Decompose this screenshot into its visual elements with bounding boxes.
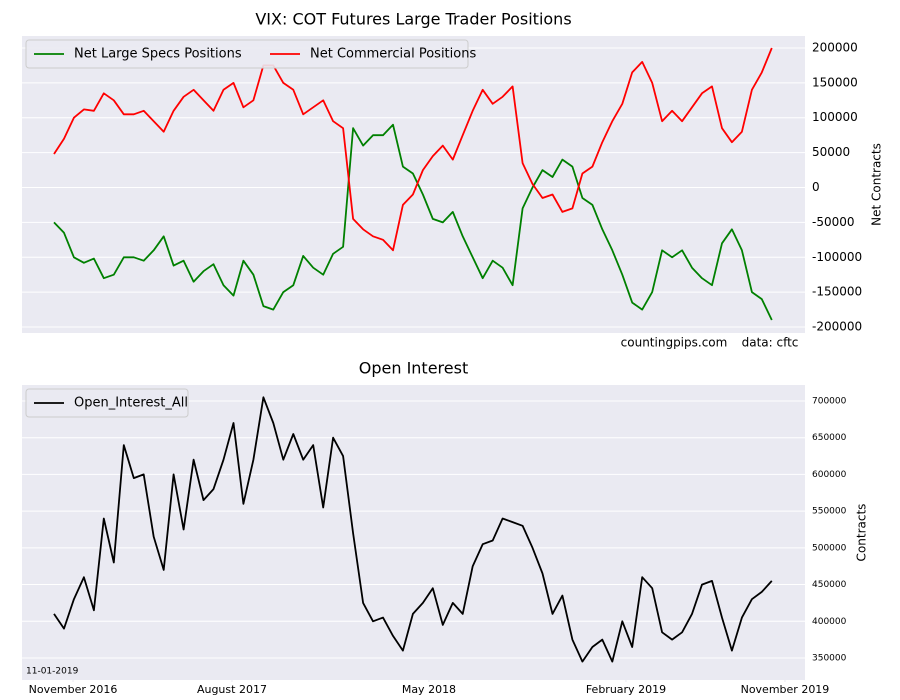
x-tick-label: February 2019 <box>586 683 666 696</box>
legend-box <box>25 388 189 418</box>
plot-background <box>22 36 805 333</box>
legend-label: Net Commercial Positions <box>310 47 476 62</box>
y-tick-label: 150000 <box>812 75 858 89</box>
series-line <box>53 47 773 252</box>
series-line <box>53 396 773 663</box>
y-tick-label: 0 <box>812 180 820 194</box>
y-tick-label: 50000 <box>812 145 850 159</box>
x-tick-label: November 2019 <box>741 683 830 696</box>
x-tick-label: August 2017 <box>197 683 267 696</box>
chart-title: Open Interest <box>359 359 468 378</box>
y-tick-label: 650000 <box>812 433 847 443</box>
x-tick-label: May 2018 <box>402 683 456 696</box>
y-tick-label: 700000 <box>812 397 847 407</box>
annotation: data: cftc <box>742 336 799 350</box>
y-tick-label: 600000 <box>812 470 847 480</box>
legend-label: Net Large Specs Positions <box>74 47 242 62</box>
y-tick-label: -150000 <box>812 285 862 299</box>
y-tick-label: 500000 <box>812 543 847 553</box>
annotation: countingpips.com <box>621 336 728 350</box>
legend-label: Open_Interest_All <box>74 396 188 411</box>
y-axis-label: Net Contracts <box>870 143 884 226</box>
y-tick-label: 550000 <box>812 507 847 517</box>
y-tick-label: 200000 <box>812 40 858 54</box>
y-tick-label: 400000 <box>812 617 847 627</box>
y-tick-label: -200000 <box>812 320 862 334</box>
y-tick-label: -100000 <box>812 250 862 264</box>
y-tick-label: -50000 <box>812 215 855 229</box>
y-tick-label: 450000 <box>812 580 847 590</box>
annotation: 11-01-2019 <box>26 667 79 677</box>
legend-box <box>25 39 469 69</box>
x-tick-label: November 2016 <box>29 683 118 696</box>
chart-title: VIX: COT Futures Large Trader Positions <box>255 10 571 29</box>
plot-background <box>22 385 805 680</box>
y-tick-label: 100000 <box>812 110 858 124</box>
y-axis-label: Contracts <box>855 504 869 562</box>
series-line <box>53 123 773 321</box>
y-tick-label: 350000 <box>812 653 847 663</box>
